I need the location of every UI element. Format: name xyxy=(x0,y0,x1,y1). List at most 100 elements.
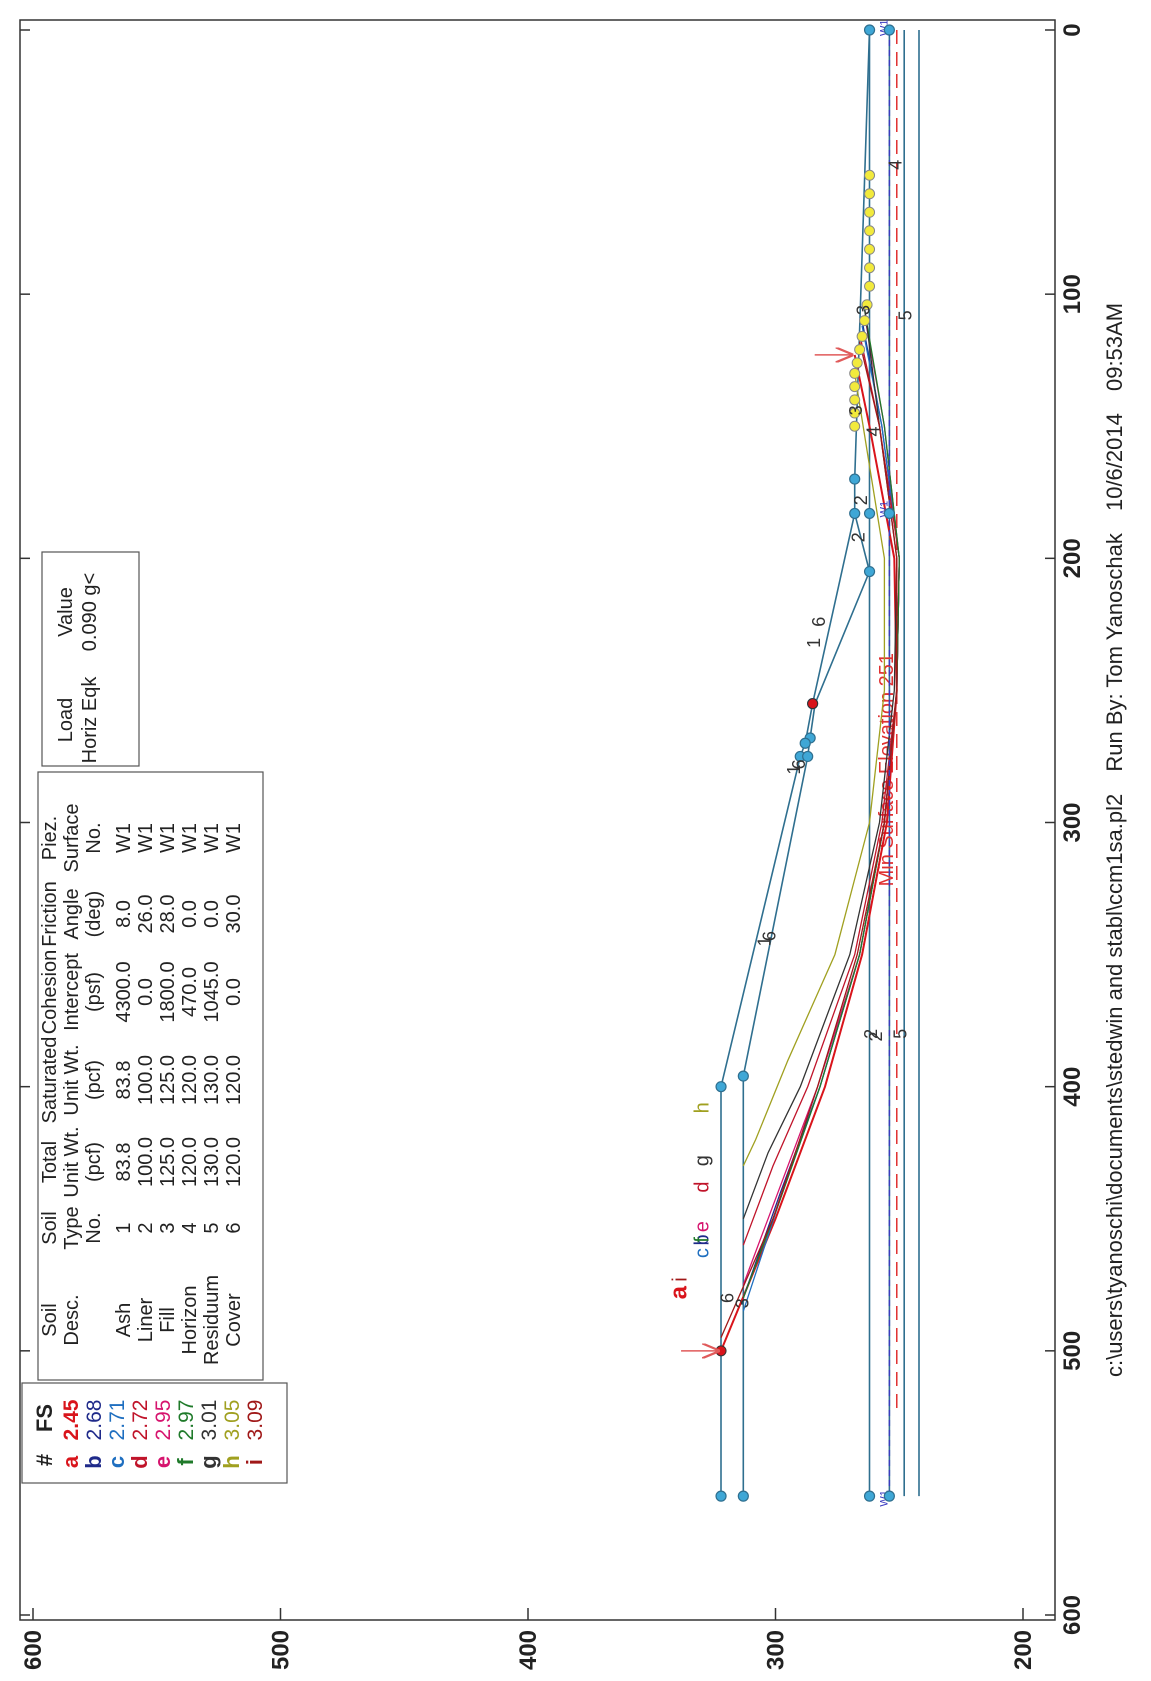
soil-table-cell: 30.0 xyxy=(223,895,245,934)
soil-table-cell: 0.0 xyxy=(201,900,223,928)
fs-table-value: 3.09 xyxy=(244,1400,267,1441)
fs-table-value: 2.97 xyxy=(175,1400,198,1441)
soil-table-cell: 0.0 xyxy=(135,978,157,1006)
soil-mark-label: 5 xyxy=(896,310,916,320)
profile-node xyxy=(802,750,814,763)
soil-table-header: (psf) xyxy=(83,972,105,1012)
soil-table-header: No. xyxy=(83,822,105,853)
failure-surface-label-c: c xyxy=(692,1248,714,1258)
soil-mark-label: 5 xyxy=(891,1029,911,1039)
failure-surface-h xyxy=(742,373,886,1167)
soil-table-cell: W1 xyxy=(223,823,245,853)
fs-table-id: h xyxy=(219,1455,244,1468)
soil-table-cell: 125.0 xyxy=(157,1055,179,1105)
failure-surface-label-d: d xyxy=(692,1181,714,1192)
soil-mark-label: 3 xyxy=(846,405,866,415)
search-node xyxy=(856,330,868,342)
x-tick-label: 400 xyxy=(1059,1067,1086,1107)
soil-table-cell: Liner xyxy=(135,1297,157,1342)
soil-table-cell: 83.8 xyxy=(113,1143,135,1182)
fs-table-value: 2.68 xyxy=(83,1400,106,1441)
search-node xyxy=(859,315,871,327)
soil-table-cell: W1 xyxy=(135,823,157,853)
soil-table-header: Type xyxy=(61,1206,83,1249)
fs-table-header: FS xyxy=(32,1404,57,1432)
plot-frame xyxy=(19,19,1056,1621)
failure-surface-label-i: i xyxy=(669,1277,691,1281)
search-node xyxy=(849,420,861,432)
x-tick-label: 100 xyxy=(1059,274,1086,314)
soil-mark-label: 6 xyxy=(760,931,780,941)
soil-mark-label: 6 xyxy=(809,617,829,627)
soil-table-cell: Ash xyxy=(113,1303,135,1337)
soil-table-header: Friction xyxy=(39,881,61,947)
soil-mark-label: 6 xyxy=(789,759,809,769)
soil-table-header: Unit Wt. xyxy=(61,1044,83,1115)
soil-table-cell: 120.0 xyxy=(223,1137,245,1187)
search-node xyxy=(864,280,876,292)
profile-nodes xyxy=(715,24,895,1502)
fs-table-id: d xyxy=(127,1455,152,1468)
soil-table-cell: 120.0 xyxy=(179,1137,201,1187)
soil-table-cell: 1800.0 xyxy=(157,961,179,1022)
soil-table-box xyxy=(37,771,264,1381)
profile-node xyxy=(863,1490,876,1502)
soil-table-header: Piez. xyxy=(39,816,61,860)
load-table-header: Value xyxy=(55,587,77,637)
soil-table-cell: 130.0 xyxy=(201,1137,223,1187)
profile-node xyxy=(883,24,895,36)
failure-surface-label-g: g xyxy=(692,1155,714,1166)
soil-table-cell: 2 xyxy=(135,1222,157,1233)
fs-table-id: c xyxy=(104,1456,129,1468)
profile-node xyxy=(883,507,895,520)
soil-table-header: Soil xyxy=(39,1303,61,1336)
report-header: c:\users\tyanoschi\documents\stedwin and… xyxy=(1102,303,1127,1377)
header-path: c:\users\tyanoschi\documents\stedwin and… xyxy=(1102,794,1127,1377)
fs-table-id: b xyxy=(81,1455,106,1468)
soil-table-header: Total xyxy=(39,1141,61,1183)
search-node xyxy=(864,262,876,274)
search-node xyxy=(851,357,863,369)
x-tick-label: 300 xyxy=(1059,802,1086,842)
soil-mark-label: 1 xyxy=(784,765,804,775)
header-time: 09:53AM xyxy=(1102,303,1127,391)
soil-table-cell: 83.8 xyxy=(113,1061,135,1100)
soil-table-cell: 100.0 xyxy=(135,1055,157,1105)
axis-ticks: 0 100 200 300 400 500 600 200 300 400 500 600 xyxy=(20,23,1086,1670)
soil-table-cell: 1045.0 xyxy=(201,961,223,1022)
critical-node xyxy=(807,698,819,710)
failure-surface-i xyxy=(720,341,898,1338)
soil-table-cell: Residuum xyxy=(201,1275,223,1365)
y-tick-label: 300 xyxy=(763,1630,790,1670)
soil-table-header: Saturated xyxy=(39,1037,61,1124)
y-tick-label: 500 xyxy=(268,1630,295,1670)
soil-mark-label: 3 xyxy=(732,1298,752,1308)
soil-boundary-line xyxy=(720,29,871,1497)
soil-table-cell: 4 xyxy=(179,1222,201,1233)
profile-node xyxy=(849,507,861,520)
soil-mark-label: 3 xyxy=(854,305,874,315)
soil-table-cell: 125.0 xyxy=(157,1137,179,1187)
soil-boundary-line xyxy=(742,513,871,1497)
soil-table-cell: 26.0 xyxy=(135,895,157,934)
soil-mark-label: 4 xyxy=(863,427,883,437)
profile-node xyxy=(849,473,861,485)
fs-table-id: e xyxy=(150,1456,175,1468)
soil-table-cell: W1 xyxy=(157,823,179,853)
soil-table-header: (pcf) xyxy=(83,1142,105,1182)
legend-tables: # FS a 2.45 b 2.68 c 2.71 d 2.72 e 2.95 f 2.97 g 3.01 h 3… xyxy=(21,551,288,1484)
soil-table-cell: W1 xyxy=(179,823,201,853)
failure-surface-label-h: h xyxy=(692,1102,714,1113)
soil-table-header: Intercept xyxy=(61,953,83,1031)
fs-table-box xyxy=(21,1382,288,1484)
fs-table-value: 3.05 xyxy=(221,1400,244,1441)
header-run-by: Run By: Tom Yanoschak xyxy=(1102,532,1127,771)
load-table-cell: 0.090 g< xyxy=(79,573,101,651)
soil-mark-label: 1 xyxy=(804,638,824,648)
soil-table-cell: 100.0 xyxy=(135,1137,157,1187)
soil-mark-label: 2 xyxy=(866,1031,886,1041)
search-node xyxy=(854,344,866,356)
critical-arrows xyxy=(681,355,851,1351)
